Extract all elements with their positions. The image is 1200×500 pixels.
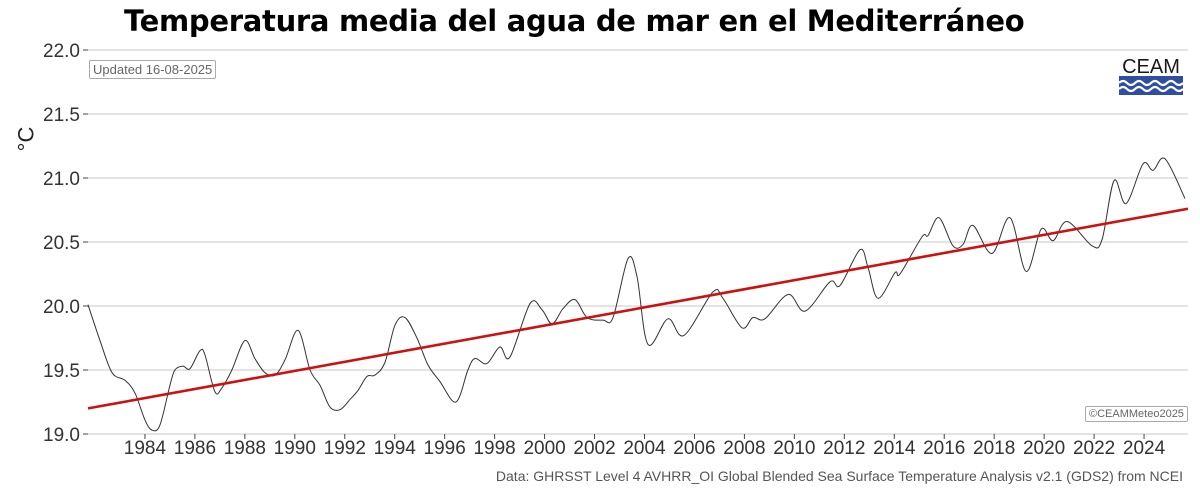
- y-tick-label: 19.5: [43, 361, 80, 382]
- data-source-note: Data: GHRSST Level 4 AVHRR_OI Global Ble…: [495, 468, 1183, 484]
- x-tick-label: 2004: [623, 438, 666, 459]
- x-tick-label: 1990: [274, 438, 316, 459]
- y-tick-label: 21.0: [43, 169, 80, 190]
- x-tick-label: 2024: [1123, 438, 1166, 459]
- series: [87, 157, 1189, 432]
- x-tick-label: 2022: [1073, 438, 1115, 459]
- y-tick-label: 20.5: [43, 233, 80, 254]
- x-axis-ticks: 1984 1986 1988 1990 1992 1994 1996 1998 2000 2002…: [124, 434, 1166, 459]
- y-axis-label: °C: [13, 126, 39, 152]
- x-tick-label: 1992: [324, 438, 366, 459]
- x-tick-label: 2018: [973, 438, 1015, 459]
- y-tick-label: 21.5: [43, 105, 80, 126]
- x-tick-label: 2012: [823, 438, 865, 459]
- svg-text:CEAM: CEAM: [1122, 56, 1180, 78]
- x-tick-label: 1986: [174, 438, 216, 459]
- x-tick-label: 1994: [374, 438, 417, 459]
- x-tick-label: 2014: [873, 438, 916, 459]
- x-tick-label: 2002: [573, 438, 615, 459]
- updated-badge: Updated 16-08-2025: [89, 60, 217, 79]
- x-tick-label: 1998: [473, 438, 515, 459]
- chart-title: Temperatura media del agua de mar en el …: [124, 4, 1025, 38]
- y-axis-ticks: 19.0 19.5 20.0 20.5 21.0 21.5 22.0: [43, 41, 88, 446]
- copyright-badge: ©CEAMMeteo2025: [1085, 406, 1188, 422]
- grid: [88, 49, 1188, 435]
- y-tick-label: 19.0: [43, 425, 80, 446]
- trend-line: [87, 207, 1189, 410]
- x-tick-label: 1996: [424, 438, 466, 459]
- x-tick-label: 1984: [124, 438, 167, 459]
- x-tick-label: 2016: [923, 438, 965, 459]
- y-tick-label: 20.0: [43, 297, 80, 318]
- x-tick-label: 1988: [224, 438, 266, 459]
- x-tick-label: 2000: [523, 438, 565, 459]
- y-tick-label: 22.0: [43, 41, 80, 62]
- temperature-line: [87, 157, 1186, 432]
- x-tick-label: 2006: [673, 438, 715, 459]
- ceam-logo: CEAM: [1118, 56, 1184, 101]
- x-tick-label: 2010: [773, 438, 815, 459]
- x-tick-label: 2008: [723, 438, 765, 459]
- x-tick-label: 2020: [1023, 438, 1065, 459]
